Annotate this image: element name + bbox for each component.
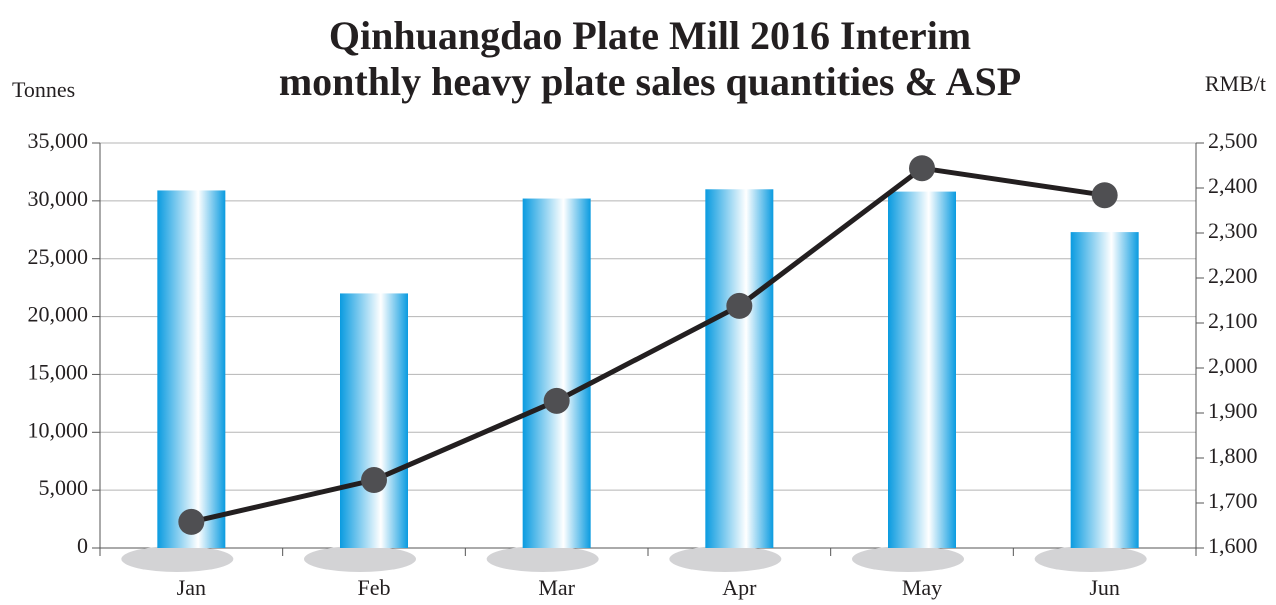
y-axis-label: Tonnes: [12, 77, 75, 102]
bar: [340, 293, 408, 548]
y-tick-label: 5,000: [39, 475, 89, 500]
line: [190, 165, 1106, 525]
y-tick-label: 15,000: [28, 359, 89, 384]
bar-shadow: [1034, 546, 1147, 572]
chart-title: Qinhuangdao Plate Mill 2016 Interim: [329, 13, 971, 58]
y2-tick-label: 1,600: [1208, 533, 1258, 558]
y-tick-label: 0: [77, 533, 88, 558]
y2-tick-label: 1,700: [1208, 488, 1258, 513]
bar: [157, 190, 226, 548]
line-marker: [909, 155, 935, 182]
bar-shadow: [669, 546, 782, 572]
bar: [888, 191, 956, 548]
line-marker: [543, 387, 570, 414]
line-marker: [726, 292, 753, 319]
x-tick-label: Jan: [177, 575, 206, 600]
y-tick-label: 35,000: [28, 128, 89, 153]
y2-tick-label: 2,400: [1208, 173, 1258, 198]
bar-shadow: [304, 546, 416, 572]
y2-tick-label: 2,500: [1208, 128, 1258, 153]
y2-tick-label: 1,900: [1208, 398, 1258, 423]
y2-axis-label: RMB/t: [1205, 71, 1266, 96]
y-tick-label: 20,000: [28, 302, 89, 327]
y2-tick-label: 2,200: [1208, 263, 1258, 288]
x-tick-label: Apr: [722, 575, 757, 600]
bar-shadow: [486, 546, 599, 572]
x-tick-label: Jun: [1089, 575, 1120, 600]
bar-shadow: [121, 546, 234, 572]
y-tick-label: 30,000: [28, 186, 89, 211]
y2-tick-label: 2,000: [1208, 353, 1258, 378]
line-marker: [1091, 182, 1118, 209]
y-tick-label: 25,000: [28, 244, 89, 269]
y2-tick-label: 1,800: [1208, 443, 1258, 468]
y2-tick-label: 2,300: [1208, 218, 1258, 243]
bar: [705, 189, 774, 549]
x-tick-label: May: [902, 575, 942, 600]
y-tick-label: 10,000: [28, 417, 89, 442]
line-marker: [178, 508, 205, 535]
bar-shadow: [852, 546, 964, 572]
line-marker: [361, 467, 387, 494]
x-tick-label: Feb: [358, 575, 391, 600]
chart-title: monthly heavy plate sales quantities & A…: [279, 59, 1021, 104]
x-tick-label: Mar: [538, 575, 575, 600]
y2-tick-label: 2,100: [1208, 308, 1258, 333]
bar: [522, 198, 591, 549]
bar: [1070, 232, 1139, 548]
